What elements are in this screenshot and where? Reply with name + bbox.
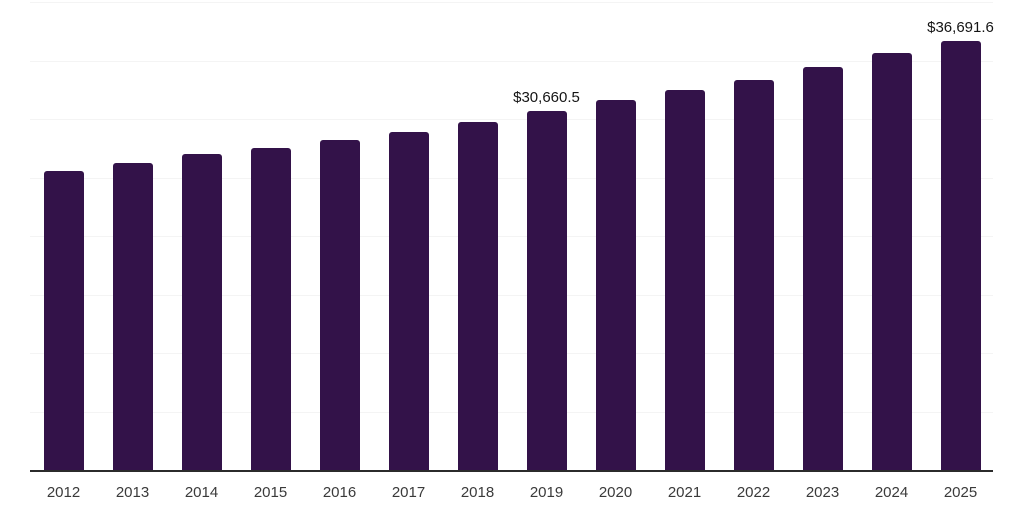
bar-2024 [871, 53, 912, 470]
gridline-25000 [30, 177, 993, 179]
gridline-15000 [30, 294, 993, 296]
gridline-30000 [30, 119, 993, 120]
bar-2017 [388, 131, 429, 470]
x-tick-label-2023: 2023 [805, 484, 840, 501]
x-tick-label-2020: 2020 [598, 484, 633, 501]
bar-2014 [181, 154, 222, 470]
gridline-40000 [30, 2, 993, 3]
gridline-5000 [30, 411, 993, 413]
x-tick-label-2021: 2021 [667, 484, 702, 501]
x-tick-label-2022: 2022 [736, 484, 771, 501]
bar-2025 [940, 40, 981, 470]
x-tick-label-2013: 2013 [115, 484, 150, 501]
x-tick-label-2018: 2018 [460, 484, 495, 501]
bar-2013 [112, 162, 153, 470]
bar-2021 [664, 89, 705, 470]
bar-2020 [595, 100, 636, 470]
x-tick-label-2016: 2016 [322, 484, 357, 501]
data-label-2025: $36,691.6 [927, 18, 994, 36]
x-tick-label-2012: 2012 [46, 484, 81, 501]
gridline-20000 [30, 236, 993, 237]
bar-2016 [319, 140, 360, 470]
bar-2015 [250, 148, 291, 470]
bar-2019 [526, 111, 567, 470]
gridline-35000 [30, 60, 993, 62]
bar-2018 [457, 122, 498, 470]
x-tick-label-2014: 2014 [184, 484, 219, 501]
bar-2022 [733, 79, 774, 470]
x-tick-label-2015: 2015 [253, 484, 288, 501]
x-tick-label-2019: 2019 [529, 484, 564, 501]
data-label-2019: $30,660.5 [513, 89, 580, 107]
x-tick-label-2025: 2025 [943, 484, 978, 501]
gridline-10000 [30, 353, 993, 354]
x-axis-line [30, 470, 993, 472]
bar-2012 [43, 170, 84, 470]
x-tick-label-2017: 2017 [391, 484, 426, 501]
x-tick-label-2024: 2024 [874, 484, 909, 501]
bar-2023 [802, 66, 843, 470]
